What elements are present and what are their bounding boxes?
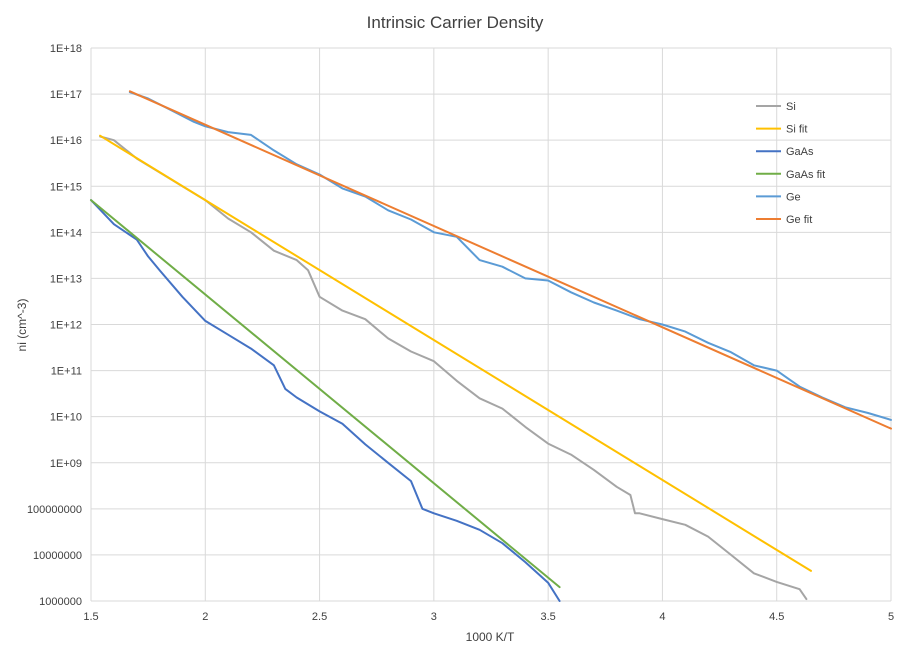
y-tick-label: 1E+18 bbox=[50, 43, 82, 55]
x-tick-label: 4.5 bbox=[769, 611, 784, 623]
x-tick-label: 3 bbox=[431, 611, 437, 623]
y-tick-label: 1E+14 bbox=[50, 227, 82, 239]
y-tick-label: 1E+11 bbox=[51, 366, 82, 378]
y-tick-label: 1E+13 bbox=[50, 273, 82, 285]
x-tick-label: 2.5 bbox=[312, 611, 327, 623]
series-line-ge-fit bbox=[128, 90, 892, 430]
legend-label-ge: Ge bbox=[786, 191, 801, 203]
y-tick-label: 1E+12 bbox=[50, 320, 82, 332]
legend: Si Si fit GaAs GaAs fit Ge Ge fit bbox=[756, 101, 825, 226]
series-line-gaas bbox=[90, 199, 561, 602]
y-tick-label: 1E+16 bbox=[50, 135, 82, 147]
y-tick-labels: 1000000 10000000 100000000 1E+09 1E+10 1E+11 1… bbox=[27, 43, 82, 608]
series-line-si bbox=[99, 135, 808, 601]
x-tick-label: 3.5 bbox=[540, 611, 555, 623]
legend-label-gaas: GaAs bbox=[786, 146, 814, 158]
y-tick-label: 100000000 bbox=[27, 504, 82, 516]
y-tick-label: 1E+17 bbox=[50, 89, 82, 101]
chart-title: Intrinsic Carrier Density bbox=[367, 13, 544, 32]
y-tick-label: 1E+09 bbox=[50, 458, 82, 470]
y-tick-label: 1E+10 bbox=[50, 412, 82, 424]
series-line-gaas-fit bbox=[90, 199, 561, 589]
legend-label-gaas-fit: GaAs fit bbox=[786, 169, 825, 181]
y-tick-label: 1000000 bbox=[39, 596, 82, 608]
x-axis-title: 1000 K/T bbox=[466, 630, 515, 644]
series-line-ge bbox=[128, 91, 892, 421]
legend-label-si-fit: Si fit bbox=[786, 124, 807, 136]
y-axis-title: ni (cm^-3) bbox=[15, 299, 29, 352]
x-tick-label: 5 bbox=[888, 611, 894, 623]
series-lines bbox=[90, 90, 892, 602]
y-tick-label: 10000000 bbox=[33, 550, 82, 562]
x-tick-label: 4 bbox=[659, 611, 665, 623]
x-tick-label: 2 bbox=[202, 611, 208, 623]
gridlines bbox=[90, 47, 892, 602]
legend-label-ge-fit: Ge fit bbox=[786, 214, 812, 226]
y-tick-label: 1E+15 bbox=[50, 181, 82, 193]
x-tick-label: 1.5 bbox=[83, 611, 98, 623]
x-tick-labels: 1.5 2 2.5 3 3.5 4 4.5 5 bbox=[83, 611, 894, 623]
series-line-si-fit bbox=[99, 134, 812, 572]
legend-label-si: Si bbox=[786, 101, 796, 113]
